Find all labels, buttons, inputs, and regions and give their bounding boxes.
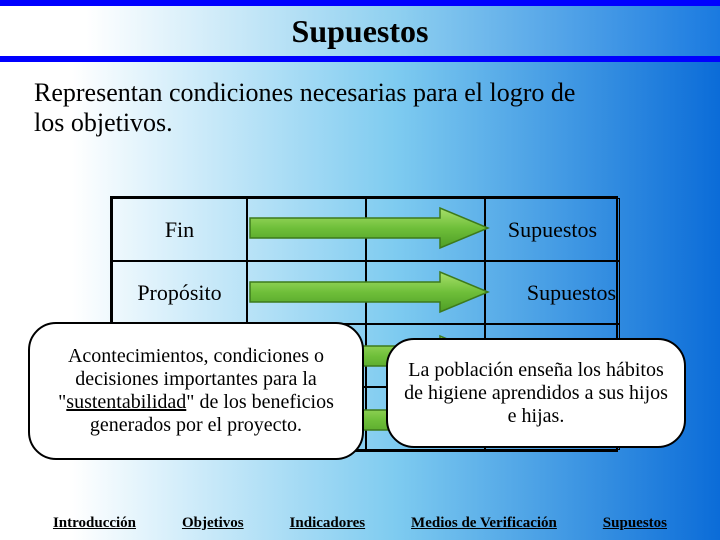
footer-link-medios[interactable]: Medios de Verificación xyxy=(411,515,557,532)
cell-r1c2 xyxy=(366,261,485,324)
footer-link-supuestos[interactable]: Supuestos xyxy=(603,515,667,532)
title-strip: Supuestos xyxy=(0,6,720,56)
footer-link-indicadores[interactable]: Indicadores xyxy=(290,515,366,532)
cell-proposito: Propósito xyxy=(112,261,247,324)
callout-right-text: La población enseña los hábitos de higie… xyxy=(404,359,668,428)
page-title: Supuestos xyxy=(292,13,429,50)
cell-fin: Fin xyxy=(112,198,247,261)
callout-left-text: Acontecimientos, condiciones o decisione… xyxy=(46,345,346,437)
footer-nav: Introducción Objetivos Indicadores Medio… xyxy=(0,515,720,532)
title-bar: Supuestos xyxy=(0,0,720,62)
footer-link-objetivos[interactable]: Objetivos xyxy=(182,515,244,532)
cell-supuestos-1: Supuestos xyxy=(485,261,620,324)
callout-left-underlined: sustentabilidad xyxy=(66,391,186,413)
cell-r0c1 xyxy=(247,198,366,261)
callout-left: Acontecimientos, condiciones o decisione… xyxy=(28,322,364,460)
cell-supuestos-0: Supuestos xyxy=(485,198,620,261)
cell-supuestos-1-partial: Supuestos xyxy=(489,280,616,306)
cell-r1c1 xyxy=(247,261,366,324)
callout-right: La población enseña los hábitos de higie… xyxy=(386,338,686,448)
cell-r0c2 xyxy=(366,198,485,261)
footer-link-introduccion[interactable]: Introducción xyxy=(53,515,136,532)
subtitle-text: Representan condiciones necesarias para … xyxy=(34,78,594,138)
